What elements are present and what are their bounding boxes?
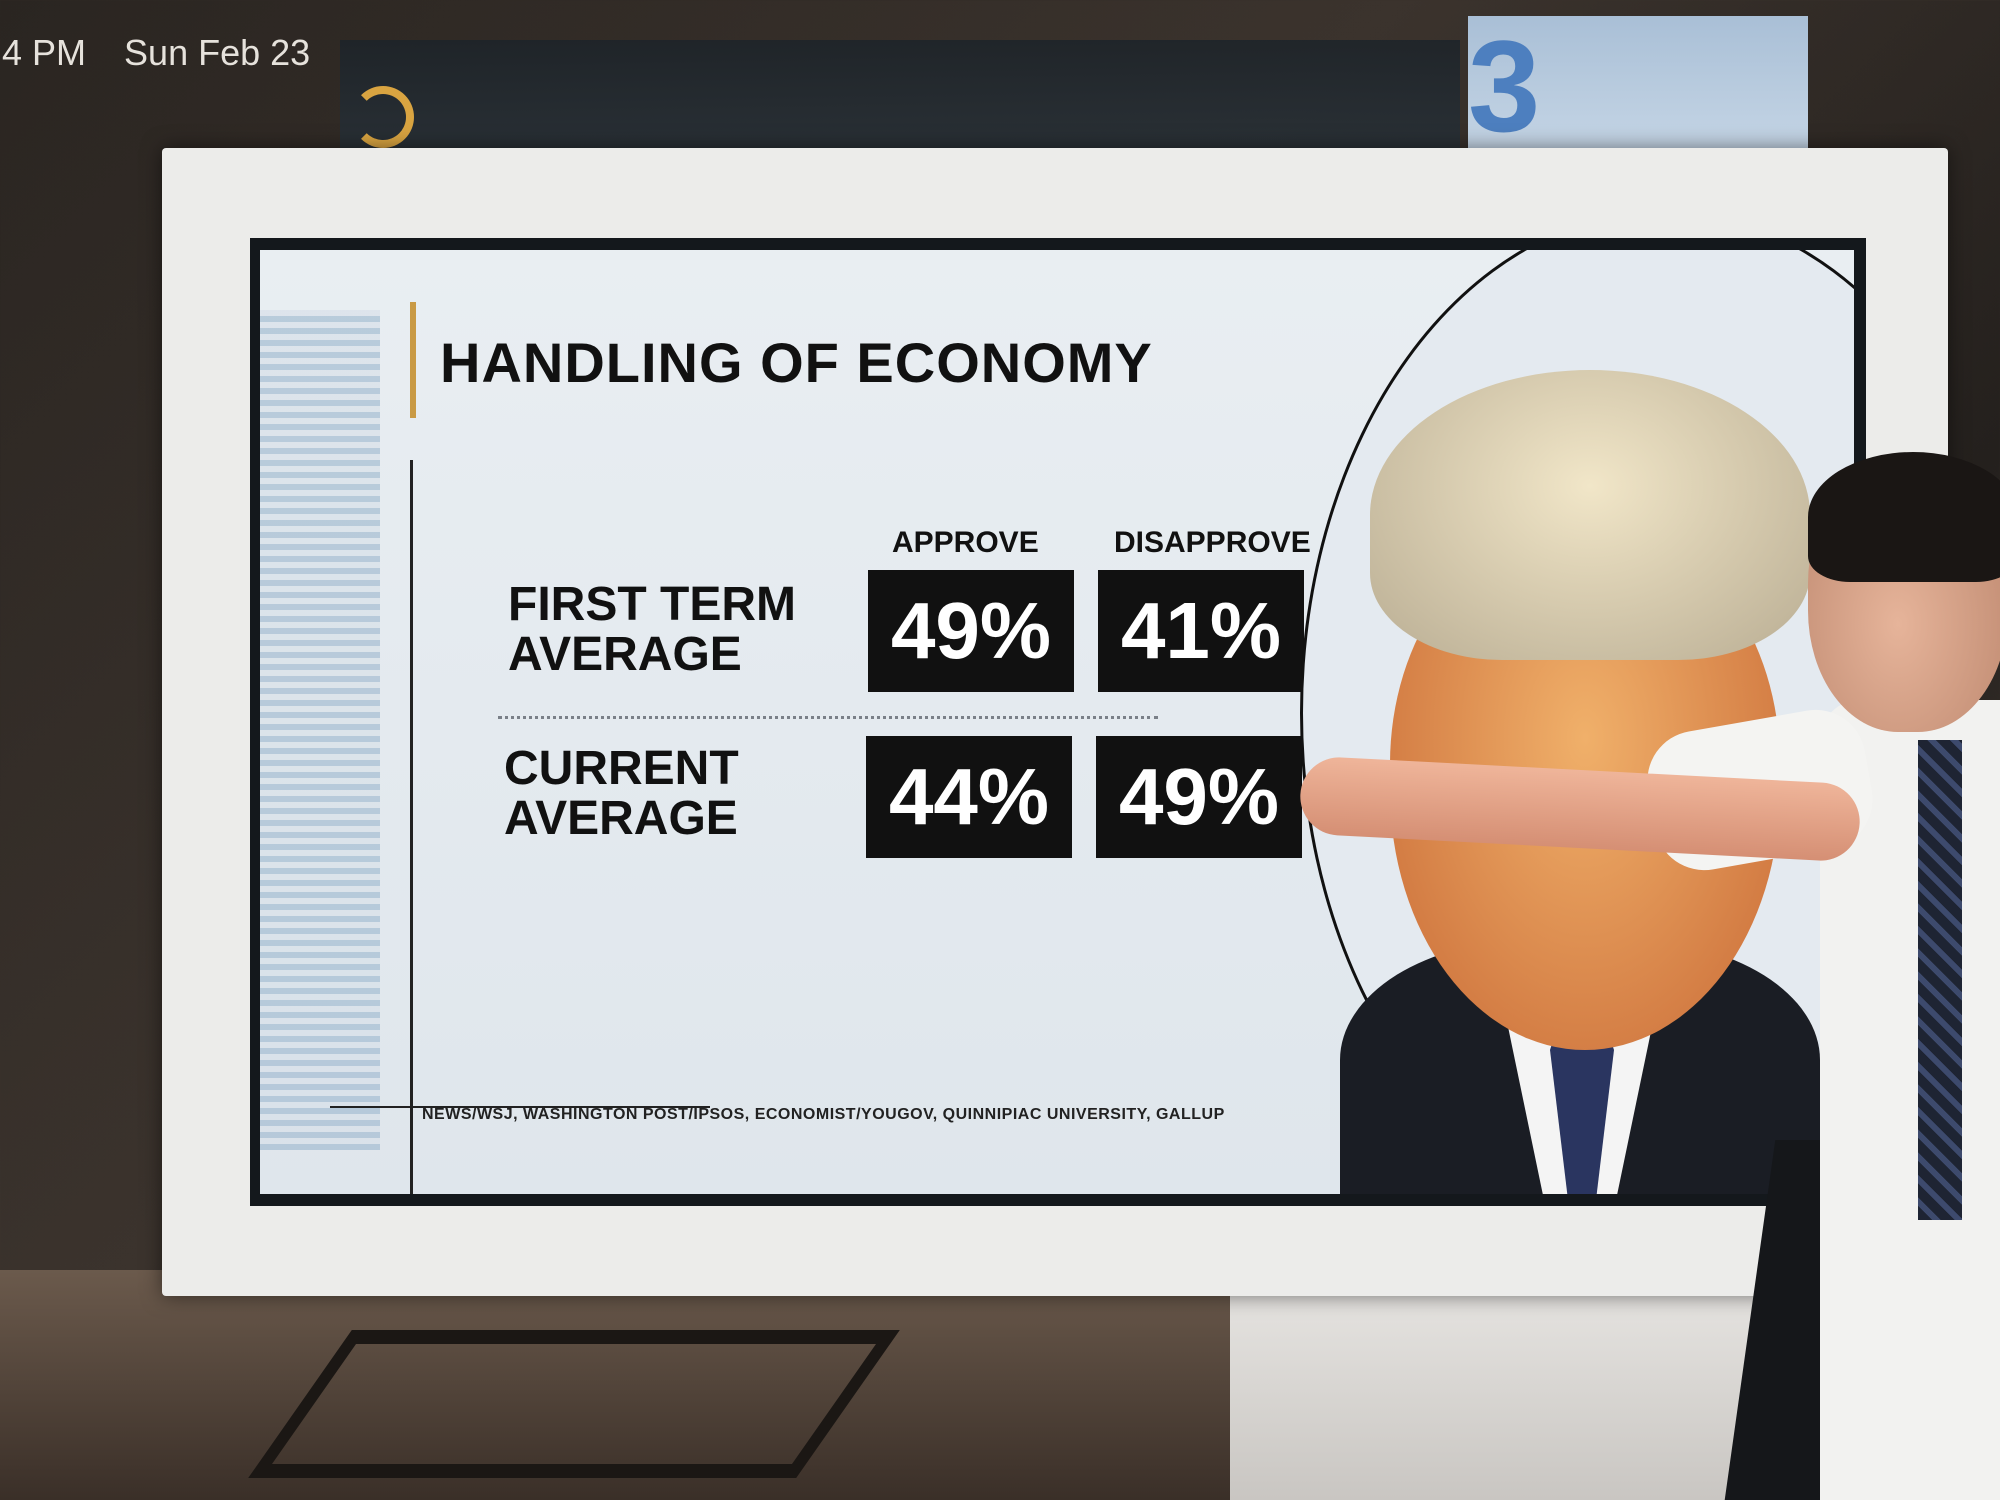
row-label-current: CURRENT AVERAGE bbox=[504, 744, 739, 844]
value-box-current-approve: 44% bbox=[866, 736, 1072, 858]
network-logo-icon bbox=[352, 86, 414, 148]
row-divider bbox=[498, 716, 1158, 719]
vertical-rule bbox=[410, 460, 413, 1194]
value-box-first-term-disapprove: 41% bbox=[1098, 570, 1304, 692]
floor-decor bbox=[248, 1330, 900, 1478]
row-label-line: FIRST TERM bbox=[508, 578, 796, 631]
row-label-line: AVERAGE bbox=[504, 792, 738, 845]
decorative-pattern bbox=[260, 310, 380, 1150]
row-label-line: AVERAGE bbox=[508, 628, 742, 681]
portrait-hair bbox=[1370, 370, 1810, 660]
value-box-current-disapprove: 49% bbox=[1096, 736, 1302, 858]
column-header-disapprove: DISAPPROVE bbox=[1114, 526, 1311, 559]
status-time: 4 PM bbox=[2, 32, 87, 73]
graphic-panel: HANDLING OF ECONOMY APPROVE DISAPPROVE F… bbox=[260, 250, 1854, 1194]
source-note: NEWS/WSJ, WASHINGTON POST/IPSOS, ECONOMI… bbox=[422, 1106, 1225, 1123]
status-bar: 4 PM Sun Feb 23 bbox=[2, 32, 310, 74]
value-box-first-term-approve: 49% bbox=[868, 570, 1074, 692]
row-label-line: CURRENT bbox=[504, 742, 739, 795]
title-accent-bar bbox=[410, 302, 416, 418]
presenter-hair bbox=[1808, 452, 2000, 582]
studio-window bbox=[1468, 16, 1808, 156]
studio-ticker-text: 3 4.55 bbox=[1468, 13, 1733, 296]
status-date: Sun Feb 23 bbox=[124, 32, 311, 73]
monitor-screen: HANDLING OF ECONOMY APPROVE DISAPPROVE F… bbox=[250, 238, 1866, 1206]
presenter-tie bbox=[1918, 740, 1962, 1220]
graphic-title: HANDLING OF ECONOMY bbox=[440, 331, 1153, 394]
horizontal-rule bbox=[330, 1106, 710, 1108]
column-header-approve: APPROVE bbox=[892, 526, 1039, 559]
studio-floor bbox=[0, 1270, 1230, 1500]
row-label-first-term: FIRST TERM AVERAGE bbox=[508, 580, 796, 680]
